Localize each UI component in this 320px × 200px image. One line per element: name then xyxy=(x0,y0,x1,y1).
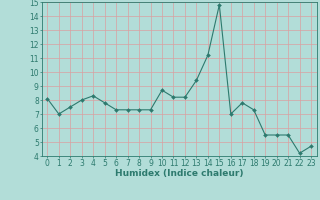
X-axis label: Humidex (Indice chaleur): Humidex (Indice chaleur) xyxy=(115,169,244,178)
